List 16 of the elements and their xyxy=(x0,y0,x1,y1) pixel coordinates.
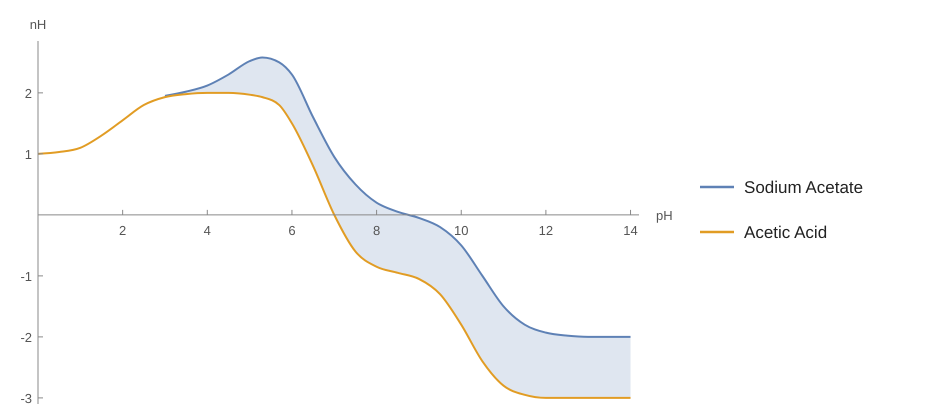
x-axis-title: pH xyxy=(656,208,673,223)
y-axis-title: nH xyxy=(30,17,46,32)
x-tick-label: 2 xyxy=(119,222,126,238)
x-tick-label: 4 xyxy=(204,222,211,238)
y-tick-label: 2 xyxy=(24,86,32,101)
y-tick-label: -1 xyxy=(20,268,32,284)
x-tick-label: 8 xyxy=(372,222,380,238)
x-tick-label: 10 xyxy=(454,222,468,238)
x-tick-label: 12 xyxy=(538,222,554,238)
y-tick-label: -2 xyxy=(20,330,32,345)
legend-label: Acetic Acid xyxy=(744,223,828,242)
x-tick-label: 14 xyxy=(623,222,638,238)
y-tick-label: -3 xyxy=(20,390,32,406)
x-tick-label: 6 xyxy=(288,222,296,238)
y-tick-label: 1 xyxy=(24,146,32,162)
legend-label: Sodium Acetate xyxy=(744,178,864,197)
